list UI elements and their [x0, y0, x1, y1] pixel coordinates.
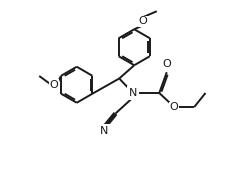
Text: O: O — [138, 16, 146, 26]
Text: N: N — [100, 126, 108, 135]
Text: O: O — [162, 59, 171, 69]
Text: O: O — [49, 80, 58, 90]
Text: N: N — [128, 88, 137, 98]
Text: O: O — [169, 102, 178, 113]
